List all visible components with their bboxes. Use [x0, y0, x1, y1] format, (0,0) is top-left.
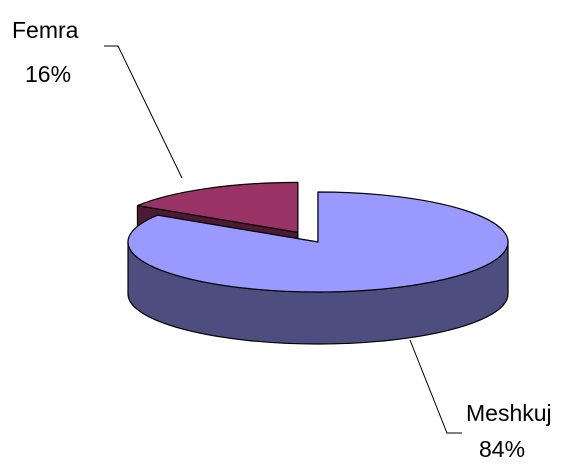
slice-top-meshkuj	[127, 191, 509, 293]
slice-label-femra-name: Femra	[12, 17, 79, 43]
pie-slices	[127, 181, 509, 345]
leader-line-meshkuj	[409, 339, 462, 434]
slice-top-femra	[136, 181, 299, 233]
slice-label-meshkuj-percent: 84%	[479, 436, 525, 462]
leader-line-femra	[104, 45, 183, 179]
slice-label-meshkuj-name: Meshkuj	[466, 400, 552, 426]
slice-label-femra-percent: 16%	[25, 61, 71, 87]
